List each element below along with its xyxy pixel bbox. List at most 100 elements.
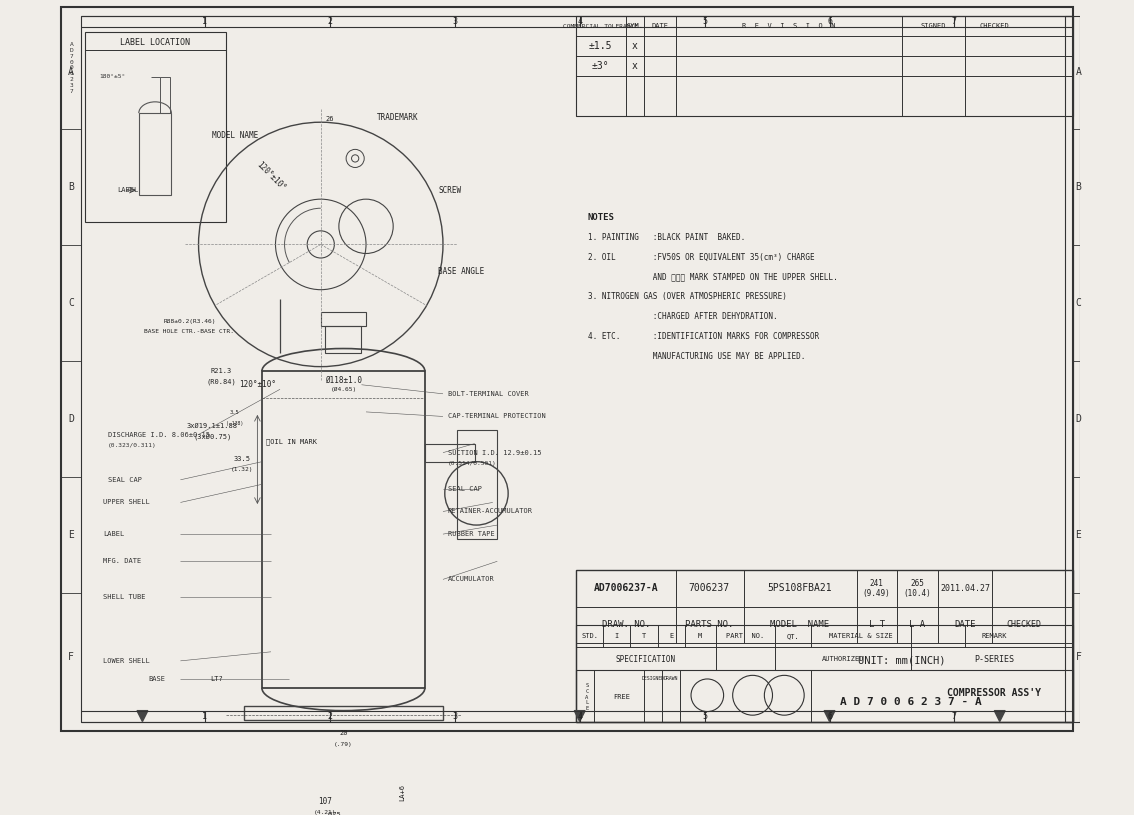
Text: E: E (68, 530, 74, 540)
Text: LOWER SHELL: LOWER SHELL (103, 658, 150, 664)
Text: (0.514/0.501): (0.514/0.501) (448, 461, 497, 466)
Text: RETAINER-ACCUMULATOR: RETAINER-ACCUMULATOR (448, 509, 533, 514)
Text: SEAL CAP: SEAL CAP (108, 477, 142, 482)
Text: ACCUMULATOR: ACCUMULATOR (448, 576, 494, 583)
Text: L T: L T (869, 620, 885, 629)
Text: UNIT: mm(INCH): UNIT: mm(INCH) (858, 656, 946, 666)
Text: SYM.: SYM. (626, 24, 643, 29)
Text: C: C (68, 298, 74, 308)
Text: 5: 5 (702, 711, 708, 720)
Text: 4: 4 (577, 17, 582, 26)
Text: L A: L A (909, 620, 925, 629)
Text: 3xØ19.1±1.88: 3xØ19.1±1.88 (187, 422, 238, 429)
Text: 5: 5 (702, 17, 708, 26)
Bar (262, 371, 425, 688)
Text: AND ⓄⓄⓄ MARK STAMPED ON THE UPPER SHELL.: AND ⓄⓄⓄ MARK STAMPED ON THE UPPER SHELL. (587, 272, 838, 281)
Text: :CHARGED AFTER DEHYDRATION.: :CHARGED AFTER DEHYDRATION. (587, 312, 778, 321)
Bar (576, 16, 1073, 116)
Text: AUTHORIZED: AUTHORIZED (822, 656, 864, 662)
Polygon shape (574, 711, 585, 721)
Text: (4.21): (4.21) (314, 809, 337, 814)
Text: 2011.04.27: 2011.04.27 (940, 584, 990, 593)
Text: CHECKED: CHECKED (1007, 620, 1042, 629)
Text: NOTES: NOTES (587, 213, 615, 222)
Bar (457, 430, 498, 539)
Text: 120°±10°: 120°±10° (255, 161, 287, 193)
Text: RUBBER TAPE: RUBBER TAPE (448, 531, 494, 537)
Text: B: B (68, 183, 74, 192)
Text: QT.: QT. (787, 633, 799, 640)
Text: 4. ETC.       :IDENTIFICATION MARKS FOR COMPRESSOR: 4. ETC. :IDENTIFICATION MARKS FOR COMPRE… (587, 333, 819, 341)
Text: x: x (632, 61, 637, 71)
Text: BASE: BASE (149, 676, 166, 682)
Text: 33.5: 33.5 (234, 456, 251, 462)
Text: M: M (697, 633, 702, 640)
Text: 2: 2 (328, 711, 332, 720)
Text: (.138): (.138) (226, 421, 244, 426)
Text: 5PS108FBA21: 5PS108FBA21 (768, 584, 832, 593)
Text: SUCTION I.D. 12.9±0.15: SUCTION I.D. 12.9±0.15 (448, 450, 541, 456)
Text: COMMERCIAL TOLERANCE: COMMERCIAL TOLERANCE (562, 24, 638, 29)
Text: x: x (632, 42, 637, 51)
Text: 3: 3 (452, 17, 457, 26)
Text: DRAWN: DRAWN (663, 676, 678, 681)
Text: 120°±10°: 120°±10° (239, 381, 276, 390)
Text: PART  NO.: PART NO. (726, 633, 764, 640)
Text: STD.: STD. (581, 633, 598, 640)
Text: COMPRESSOR ASS'Y: COMPRESSOR ASS'Y (947, 688, 1041, 698)
Text: ±1.5: ±1.5 (589, 42, 612, 51)
Text: BASE ANGLE: BASE ANGLE (439, 267, 484, 276)
Text: PARTS NO.: PARTS NO. (685, 620, 734, 629)
Bar (576, 570, 1073, 721)
Text: TRADEMARK: TRADEMARK (376, 113, 418, 122)
Text: 265
(10.4): 265 (10.4) (904, 579, 931, 598)
Text: 7006237: 7006237 (688, 584, 729, 593)
Text: R88±0.2(R3.46): R88±0.2(R3.46) (163, 319, 215, 324)
Bar (576, 670, 1073, 721)
Text: D: D (1075, 414, 1082, 424)
Text: A
D
7
0
0
6
2
3
7: A D 7 0 0 6 2 3 7 (70, 42, 74, 94)
Text: Ø118±1.0: Ø118±1.0 (325, 376, 362, 385)
Text: 20: 20 (339, 730, 348, 736)
Text: 1. PAINTING   :BLACK PAINT  BAKED.: 1. PAINTING :BLACK PAINT BAKED. (587, 232, 745, 242)
Text: (Ø4.65): (Ø4.65) (330, 387, 356, 392)
Text: F: F (68, 652, 74, 663)
Text: B: B (1075, 183, 1082, 192)
Text: T: T (642, 633, 646, 640)
Text: CHECKED: CHECKED (980, 24, 1009, 29)
Text: 241
(9.49): 241 (9.49) (863, 579, 890, 598)
Text: BASE HOLE CTR.-BASE CTR.: BASE HOLE CTR.-BASE CTR. (144, 328, 235, 334)
Text: MFG. DATE: MFG. DATE (103, 558, 142, 564)
Bar (160, 77, 170, 113)
Text: LABEL: LABEL (103, 531, 125, 537)
Text: SIGNED: SIGNED (921, 24, 947, 29)
Bar (244, 706, 443, 720)
Text: 2. OIL        :FV50S OR EQUIVALENT 35(cm³) CHARGE: 2. OIL :FV50S OR EQUIVALENT 35(cm³) CHAR… (587, 253, 814, 262)
Text: E: E (1075, 530, 1082, 540)
Text: 1: 1 (202, 711, 208, 720)
Text: (R0.84): (R0.84) (206, 379, 236, 385)
Text: S
C
A
L
E: S C A L E (585, 683, 589, 711)
Text: Ø75: Ø75 (328, 812, 340, 815)
Text: LABEL: LABEL (117, 187, 138, 193)
Text: MANUFACTURING USE MAY BE APPLIED.: MANUFACTURING USE MAY BE APPLIED. (587, 352, 805, 361)
Text: P-SERIES: P-SERIES (974, 654, 1014, 663)
Text: F: F (1075, 652, 1082, 663)
Text: R  E  V  I  S  I  O  N: R E V I S I O N (742, 24, 836, 29)
Text: CAP-TERMINAL PROTECTION: CAP-TERMINAL PROTECTION (448, 413, 545, 420)
Text: BOLT-TERMINAL COVER: BOLT-TERMINAL COVER (448, 391, 528, 397)
Text: (3xØ0.75): (3xØ0.75) (193, 433, 231, 439)
Text: R21.3: R21.3 (211, 368, 231, 374)
Bar (321, 312, 366, 326)
Text: (.79): (.79) (335, 742, 353, 747)
Text: 1: 1 (202, 17, 208, 26)
Polygon shape (995, 711, 1005, 721)
Text: 3.5: 3.5 (230, 410, 239, 416)
Text: DATE: DATE (652, 24, 669, 29)
Bar (1065, 16, 1081, 721)
Text: MATERIAL & SIZE: MATERIAL & SIZE (829, 633, 894, 640)
Text: A: A (68, 68, 74, 77)
Text: DESIGNED: DESIGNED (642, 676, 665, 681)
Text: DATE: DATE (955, 620, 976, 629)
Bar (85, 32, 226, 222)
